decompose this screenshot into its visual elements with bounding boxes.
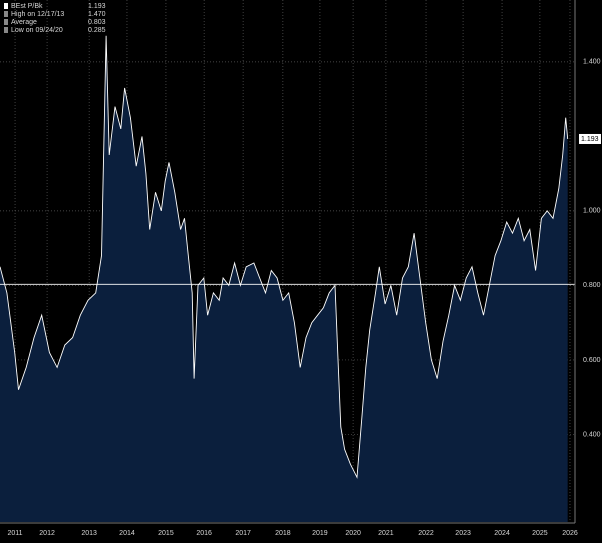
x-tick-label: 2016 [196, 530, 212, 537]
last-value-label: 1.193 [581, 136, 599, 143]
legend-swatch [4, 3, 8, 9]
y-tick-label: 1.000 [583, 208, 601, 215]
legend-swatch [4, 27, 8, 33]
area [0, 35, 568, 523]
legend-label: Low on 09/24/20 [11, 27, 63, 34]
legend-label: BEst P/Bk [11, 3, 43, 10]
line [0, 35, 569, 479]
y-tick-label: 1.400 [583, 59, 601, 66]
x-tick-label: 2018 [275, 530, 291, 537]
x-tick-label: 2021 [378, 530, 394, 537]
legend-value: 1.470 [88, 11, 106, 18]
legend-label: Average [11, 19, 37, 26]
x-tick-label: 2013 [81, 530, 97, 537]
legend-value: 1.193 [88, 3, 106, 10]
x-tick-label: 2026 [562, 530, 578, 537]
legend-label: High on 12/17/13 [11, 11, 64, 18]
x-tick-label: 2011 [8, 530, 23, 537]
x-tick-label: 2022 [418, 530, 434, 537]
x-tick-label: 2023 [455, 530, 471, 537]
legend-value: 0.285 [88, 27, 106, 34]
x-tick-label: 2025 [532, 530, 548, 537]
x-tick-label: 2020 [345, 530, 361, 537]
legend-swatch [4, 11, 8, 17]
x-tick-label: 2019 [312, 530, 328, 537]
legend-value: 0.803 [88, 19, 106, 26]
x-tick-label: 2012 [39, 530, 55, 537]
x-tick-label: 2015 [158, 530, 174, 537]
last-value-box [579, 133, 601, 144]
x-tick-label: 2017 [235, 530, 251, 537]
x-tick-label: 2014 [119, 530, 135, 537]
legend-swatch [4, 19, 8, 25]
y-tick-label: 0.400 [583, 431, 601, 438]
x-tick-label: 2024 [494, 530, 510, 537]
y-tick-label: 0.600 [583, 357, 601, 364]
y-tick-label: 0.800 [583, 282, 601, 289]
